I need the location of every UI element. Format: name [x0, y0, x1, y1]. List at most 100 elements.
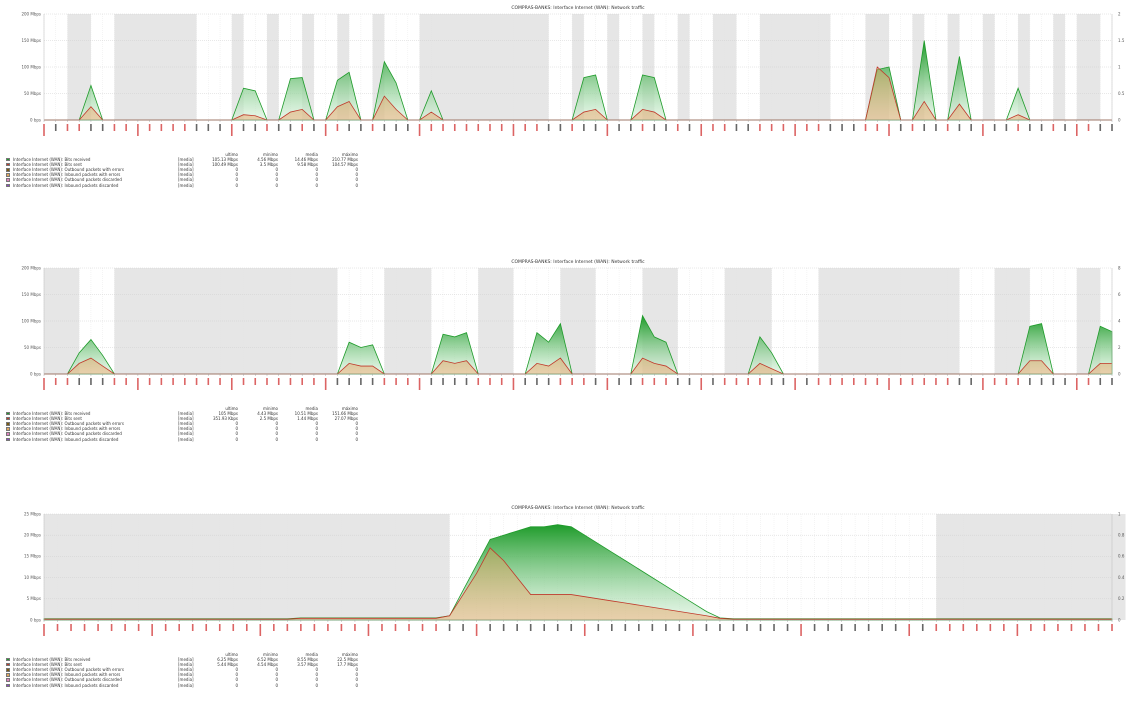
x-tick-label: [336, 378, 339, 385]
legend-header-last: ultimo: [225, 152, 238, 157]
x-tick-label: [66, 378, 69, 385]
x-tick-label: [665, 378, 667, 385]
x-tick-label: [418, 124, 421, 136]
x-tick-label: [191, 624, 194, 631]
x-tick-label: [1087, 124, 1090, 131]
y-tick-label: 10 Mbps: [24, 575, 41, 580]
x-tick-label: [137, 624, 140, 631]
x-tick-label: [277, 378, 280, 385]
x-tick-label: [407, 124, 409, 131]
legend-value-last: 0: [235, 667, 238, 673]
x-tick-label: [348, 124, 350, 131]
x-tick-label: [888, 378, 890, 390]
x-tick-label: [782, 378, 785, 385]
x-tick-label: [462, 624, 464, 631]
chart-title: COMPRAS-BANKS: Interface Internet (WAN):…: [511, 5, 645, 11]
x-tick-label: [559, 124, 562, 131]
x-tick-label: [746, 624, 748, 631]
x-tick-label: [1017, 378, 1019, 385]
x-tick-label: [651, 624, 654, 631]
chart-title: COMPRAS-BANKS: Interface Internet (WAN):…: [511, 259, 645, 265]
x-tick-label: [1057, 624, 1059, 631]
x-tick-label: [571, 124, 573, 131]
x-tick-label: [853, 124, 855, 131]
legend-value-min: 0: [275, 431, 278, 437]
x-tick-label: [178, 624, 180, 631]
x-tick-label: [638, 624, 640, 631]
x-tick-label: [982, 378, 984, 390]
x-tick-label: [556, 624, 559, 631]
y-right-tick-label: 0.6: [1118, 554, 1125, 559]
legend-series-name: Interface Internet (WAN): Inbound packet…: [13, 682, 119, 688]
x-tick-label: [1017, 124, 1019, 131]
x-tick-label: [864, 378, 867, 385]
x-tick-label: [770, 124, 773, 131]
x-tick-label: [1030, 624, 1032, 631]
x-tick-label: [512, 124, 515, 136]
legend-header-min: mínimo: [263, 152, 278, 157]
x-tick-label: [172, 124, 174, 131]
x-tick-label: [594, 124, 597, 131]
x-tick-label: [970, 378, 972, 385]
x-tick-label: [759, 378, 761, 385]
legend-series-name: Interface Internet (WAN): Inbound packet…: [13, 172, 121, 178]
y-right-tick-label: 0.5: [1118, 91, 1125, 96]
x-tick-label: [653, 124, 656, 131]
x-tick-label: [195, 378, 198, 385]
x-tick-label: [813, 624, 816, 631]
legend-swatch: [6, 437, 10, 441]
legend-value-last: 0: [235, 421, 238, 427]
legend-value-last: 0: [235, 436, 238, 442]
legend-value-avg: 8.55 Mbps: [297, 657, 318, 663]
legend-value-min: 0: [275, 667, 278, 673]
legend-value-avg: 0: [315, 672, 318, 678]
x-tick-label: [899, 124, 902, 131]
off-hours-band: [337, 14, 350, 120]
x-tick-label: [641, 378, 644, 385]
x-tick-label: [606, 124, 609, 136]
legend-header-last: ultimo: [225, 406, 238, 411]
x-tick-label: [453, 378, 456, 385]
x-tick-label: [395, 124, 397, 131]
y-right-tick-label: 1: [1118, 64, 1121, 69]
legend-value-avg: 0: [315, 667, 318, 673]
x-tick-label: [101, 378, 104, 385]
x-tick-label: [336, 124, 339, 131]
legend-kind: [media]: [178, 167, 194, 173]
x-tick-label: [125, 124, 127, 131]
legend-swatch: [6, 168, 10, 172]
x-tick-label: [700, 378, 703, 390]
x-tick-label: [266, 124, 268, 131]
x-tick-label: [894, 624, 897, 631]
series-sent-area: [44, 547, 1112, 620]
y-tick-label: 25 Mbps: [24, 511, 41, 516]
x-tick-label: [90, 124, 92, 131]
x-tick-label: [254, 378, 257, 385]
x-tick-label: [289, 378, 292, 385]
x-tick-label: [559, 378, 562, 385]
x-tick-label: [477, 124, 480, 131]
x-tick-label: [1052, 124, 1055, 131]
x-tick-label: [547, 378, 550, 385]
legend-header-avg: media: [305, 152, 318, 157]
legend-value-avg: 0: [315, 426, 318, 432]
legend-value-avg: 0: [315, 431, 318, 437]
x-tick-label: [286, 624, 289, 631]
x-tick-label: [888, 124, 890, 136]
legend-value-avg: 9.58 Mbps: [297, 162, 318, 168]
x-tick-label: [395, 378, 397, 385]
x-tick-label: [164, 624, 167, 631]
x-tick-label: [78, 124, 81, 131]
legend-kind: [media]: [178, 172, 194, 178]
x-tick-label: [773, 624, 775, 631]
legend-swatch: [6, 422, 10, 426]
legend-value-min: 4.54 Mbps: [257, 662, 278, 668]
legend-value-max: 0: [355, 436, 358, 442]
legend-value-min: 0: [275, 436, 278, 442]
legend-value-min: 2.5 Mbps: [259, 416, 278, 422]
legend-swatch: [6, 412, 10, 416]
legend-value-last: 100.49 Mbps: [212, 162, 238, 168]
y-right-tick-label: 2: [1118, 11, 1121, 16]
legend-series-name: Interface Internet (WAN): Bits sent: [13, 416, 82, 422]
x-tick-label: [921, 624, 924, 631]
